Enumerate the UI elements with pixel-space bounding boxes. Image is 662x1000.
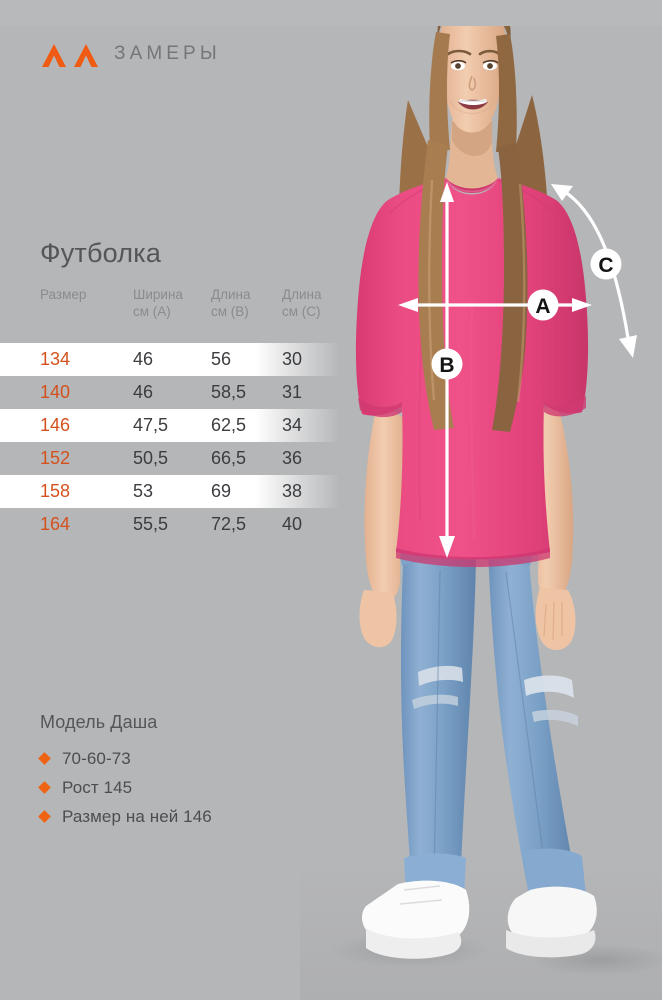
cell-length-b: 62,5 [211, 415, 247, 435]
column-header-length-c: Длина см (С) [282, 287, 322, 319]
model-worn-size: Размер на ней 146 [62, 806, 212, 826]
model-photo [300, 0, 662, 1000]
brand-title: ЗАМЕРЫ [114, 43, 221, 64]
model-info: Модель Даша 70-60-73 Рост 145 Размер на … [38, 712, 320, 831]
list-item: Размер на ней 146 [38, 802, 320, 831]
cell-length-b: 58,5 [211, 382, 247, 402]
column-header-size: Размер [40, 287, 87, 302]
cell-length-b: 69 [211, 481, 232, 501]
diamond-bullet-icon [38, 781, 51, 794]
top-bar [0, 0, 662, 26]
model-height: Рост 145 [62, 777, 133, 797]
cell-length-b: 72,5 [211, 514, 247, 534]
cell-length-b: 66,5 [211, 448, 247, 468]
column-header-length-b: Длина см (В) [211, 287, 251, 319]
table-row[interactable]: 158 53 69 38 [0, 475, 340, 508]
cell-width-a: 53 [133, 481, 154, 501]
table-row[interactable]: 134 46 56 30 [0, 343, 340, 376]
list-item: 70-60-73 [38, 744, 320, 773]
cell-size: 152 [40, 448, 71, 468]
table-row[interactable]: 152 50,5 66,5 36 [0, 442, 340, 475]
table-row[interactable]: 164 55,5 72,5 40 [0, 508, 340, 541]
cell-length-c: 38 [282, 481, 303, 501]
cell-width-a: 55,5 [133, 514, 169, 534]
cell-width-a: 47,5 [133, 415, 169, 435]
cell-size: 158 [40, 481, 71, 501]
size-table: Размер Ширина см (А) Длина см (В) Длина … [0, 286, 360, 541]
table-row[interactable]: 146 47,5 62,5 34 [0, 409, 340, 442]
cell-size: 134 [40, 349, 71, 369]
model-name: Модель Даша [40, 712, 158, 732]
list-item: Рост 145 [38, 773, 320, 802]
diamond-bullet-icon [38, 752, 51, 765]
diamond-bullet-icon [38, 810, 51, 823]
cell-width-a: 50,5 [133, 448, 169, 468]
column-header-width-a: Ширина см (А) [133, 287, 183, 319]
cell-length-b: 56 [211, 349, 232, 369]
cell-size: 146 [40, 415, 71, 435]
cell-length-c: 31 [282, 382, 303, 402]
table-body: 134 46 56 30 140 46 58,5 31 146 47,5 62,… [0, 343, 360, 541]
model-measurements: 70-60-73 [62, 748, 131, 768]
cell-length-c: 34 [282, 415, 303, 435]
cell-size: 164 [40, 514, 71, 534]
page-title: Футболка [40, 238, 162, 268]
double-chevron-logo [40, 42, 102, 68]
cell-length-c: 30 [282, 349, 303, 369]
cell-size: 140 [40, 382, 71, 402]
table-row[interactable]: 140 46 58,5 31 [0, 376, 340, 409]
table-header-row: Размер Ширина см (А) Длина см (В) Длина … [0, 286, 360, 343]
cell-width-a: 46 [133, 382, 154, 402]
cell-length-c: 40 [282, 514, 303, 534]
cell-length-c: 36 [282, 448, 303, 468]
cell-width-a: 46 [133, 349, 154, 369]
